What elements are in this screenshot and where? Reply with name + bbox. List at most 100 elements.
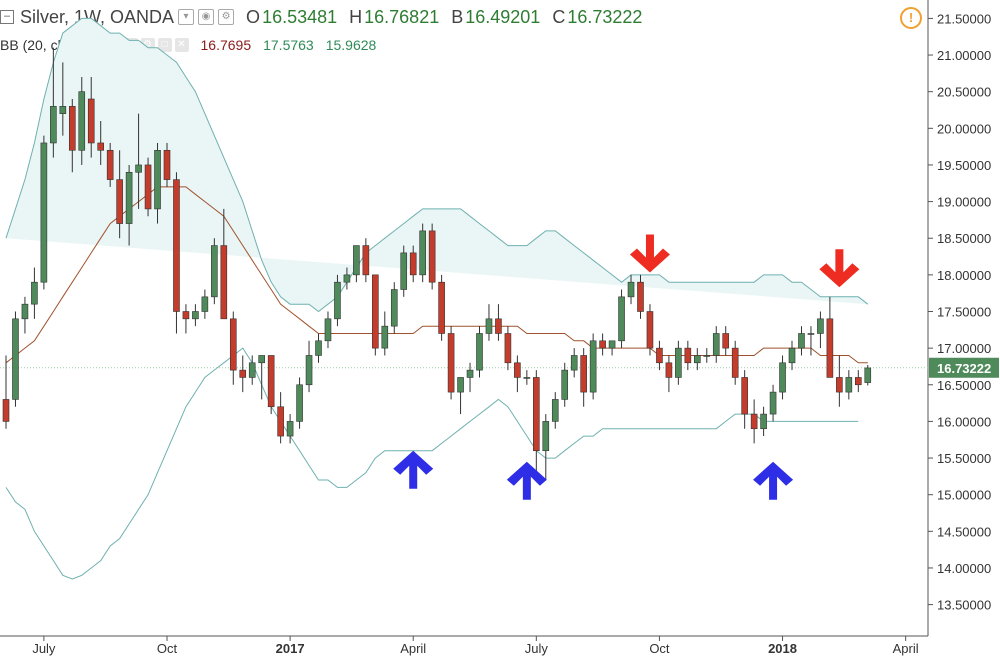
candle-body xyxy=(428,230,436,283)
candle-body xyxy=(211,245,218,298)
candle-body xyxy=(50,106,57,144)
open-label: O xyxy=(246,6,261,27)
candle-body xyxy=(656,347,663,364)
high-label: H xyxy=(349,6,363,27)
bb-upper-line xyxy=(5,17,869,313)
candle-body xyxy=(125,171,133,224)
current-price-badge xyxy=(929,357,999,378)
eye-icon[interactable]: ◉ xyxy=(198,9,215,25)
up-arrow-icon xyxy=(753,461,794,500)
bb-basis-value: 16.7695 xyxy=(200,37,252,53)
candle-body xyxy=(239,369,247,378)
up-arrow-icon xyxy=(393,450,434,489)
x-tick-label: July xyxy=(525,641,549,656)
candle-body xyxy=(589,340,597,393)
candle-body xyxy=(201,296,209,312)
candle-body xyxy=(343,274,351,283)
candle-body xyxy=(381,325,389,349)
y-tick-label: 21.00000 xyxy=(937,48,991,63)
candle-body xyxy=(116,179,123,224)
candle-body xyxy=(675,347,682,378)
candle-body xyxy=(466,369,474,378)
y-tick-label: 18.50000 xyxy=(937,231,991,246)
candle-body xyxy=(390,289,398,327)
candle-body xyxy=(87,98,95,144)
candle-body xyxy=(570,355,578,371)
candle-body xyxy=(362,245,370,276)
candle-body xyxy=(220,245,228,320)
x-tick-label: July xyxy=(32,641,56,656)
y-tick-label: 15.00000 xyxy=(937,488,991,503)
candle-body xyxy=(703,355,711,357)
candle-body xyxy=(68,106,76,151)
candle-body xyxy=(599,340,606,349)
bb-lower-value: 15.9628 xyxy=(325,37,377,53)
current-price-label: 16.73222 xyxy=(937,361,991,376)
x-tick-label: April xyxy=(400,641,426,656)
y-tick-label: 14.00000 xyxy=(937,561,991,576)
y-tick-label: 19.00000 xyxy=(937,195,991,210)
candle-body xyxy=(485,318,493,334)
candle-body xyxy=(31,281,38,305)
candle-body xyxy=(296,384,303,422)
candle-body xyxy=(561,369,569,400)
candle-body xyxy=(627,281,635,298)
y-tick-label: 13.50000 xyxy=(937,598,991,613)
low-label: B xyxy=(451,6,464,27)
candle-body xyxy=(324,318,332,342)
x-tick-label: April xyxy=(893,641,919,656)
candle-body xyxy=(542,421,550,452)
candle-body xyxy=(447,333,455,393)
candle-body xyxy=(400,252,408,290)
candle-body xyxy=(457,377,464,393)
candle-body xyxy=(286,421,294,437)
candle-body xyxy=(267,355,275,408)
collapse-icon[interactable]: – xyxy=(0,10,14,24)
candle-body xyxy=(637,281,644,312)
symbol-label[interactable]: Silver, 1W, OANDA xyxy=(20,6,175,27)
y-tick-label: 15.50000 xyxy=(937,451,991,466)
candle-body xyxy=(258,355,265,364)
candle-body xyxy=(106,149,114,180)
candle-body xyxy=(277,406,284,437)
x-tick-label: Oct xyxy=(649,641,670,656)
candle-body xyxy=(163,149,171,180)
y-tick-label: 18.00000 xyxy=(937,268,991,283)
candle-body xyxy=(845,377,853,393)
y-tick-label: 20.50000 xyxy=(937,85,991,100)
source-icon[interactable]: □ xyxy=(157,38,172,52)
up-arrow-icon xyxy=(506,461,547,500)
candle-body xyxy=(315,340,322,356)
close-label: C xyxy=(552,6,566,27)
candle-body xyxy=(182,311,190,320)
dropdown-icon[interactable]: ▾ xyxy=(178,9,195,25)
candle-body xyxy=(523,377,531,379)
candle-body xyxy=(144,164,152,210)
bb-lower-line xyxy=(5,347,859,580)
warning-icon[interactable]: ! xyxy=(900,7,922,29)
candle-body xyxy=(40,142,48,283)
candle-body xyxy=(353,245,360,276)
candle-body xyxy=(665,362,673,378)
y-tick-label: 21.50000 xyxy=(937,11,991,26)
candle-body xyxy=(476,333,483,371)
candle-body xyxy=(533,377,540,452)
x-tick-label: Oct xyxy=(157,641,178,656)
y-tick-label: 17.50000 xyxy=(937,305,991,320)
down-arrow-icon xyxy=(819,249,860,288)
candle-body xyxy=(2,399,10,422)
bollinger-band-fill xyxy=(6,18,868,312)
candle-body xyxy=(731,347,739,378)
candle-body xyxy=(12,318,19,400)
candle-body xyxy=(438,281,445,334)
candle-body xyxy=(409,252,417,276)
settings-icon[interactable]: ⚙ xyxy=(218,9,235,25)
y-tick-label: 17.00000 xyxy=(937,341,991,356)
close-icon[interactable]: ✕ xyxy=(174,38,189,52)
candle-body xyxy=(135,164,142,173)
candle-body xyxy=(173,179,180,312)
candle-body xyxy=(229,318,237,371)
candle-body xyxy=(372,274,379,349)
candle-body xyxy=(608,340,616,349)
